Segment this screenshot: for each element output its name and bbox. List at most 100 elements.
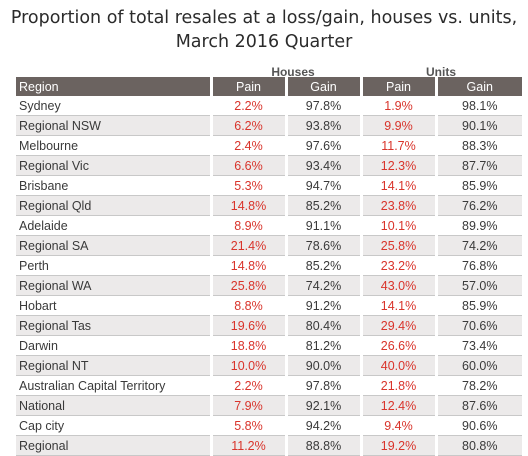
units-gain-cell: 70.6% — [436, 315, 522, 336]
table-row: Sydney 2.2% 97.8% 1.9% 98.1% — [16, 96, 522, 116]
houses-pain-cell: 6.2% — [211, 115, 288, 136]
houses-pain-cell: 18.8% — [211, 335, 288, 356]
houses-pain-cell: 6.6% — [211, 155, 288, 176]
houses-group-header: Houses — [271, 65, 315, 79]
houses-pain-cell: 10.0% — [211, 355, 288, 376]
region-cell: Brisbane — [16, 175, 213, 196]
table-row: Regional NT 10.0% 90.0% 40.0% 60.0% — [16, 355, 522, 376]
units-pain-cell: 29.4% — [361, 315, 438, 336]
units-pain-cell: 23.2% — [361, 255, 438, 276]
units-gain-cell: 76.8% — [436, 255, 522, 276]
table-row: Regional SA 21.4% 78.6% 25.8% 74.2% — [16, 235, 522, 256]
units-pain-cell: 14.1% — [361, 175, 438, 196]
region-cell: Regional WA — [16, 275, 213, 296]
table-row: Melbourne 2.4% 97.6% 11.7% 88.3% — [16, 135, 522, 156]
houses-pain-cell: 21.4% — [211, 235, 288, 256]
units-gain-cell: 98.1% — [436, 96, 522, 116]
houses-gain-cell: 81.2% — [286, 335, 363, 356]
title-line-2: March 2016 Quarter — [175, 32, 353, 52]
region-cell: Regional Qld — [16, 195, 213, 216]
units-pain-cell: 26.6% — [361, 335, 438, 356]
houses-pain-cell: 8.9% — [211, 215, 288, 236]
table-row: Regional 11.2% 88.8% 19.2% 80.8% — [16, 435, 522, 456]
table-row: Cap city 5.8% 94.2% 9.4% 90.6% — [16, 415, 522, 436]
page-title: Proportion of total resales at a loss/ga… — [0, 6, 528, 54]
houses-pain-cell: 14.8% — [211, 255, 288, 276]
units-gain-cell: 87.7% — [436, 155, 522, 176]
houses-gain-cell: 91.1% — [286, 215, 363, 236]
houses-pain-cell: 2.2% — [211, 375, 288, 396]
table-row: Adelaide 8.9% 91.1% 10.1% 89.9% — [16, 215, 522, 236]
houses-pain-cell: 14.8% — [211, 195, 288, 216]
table-row: Brisbane 5.3% 94.7% 14.1% 85.9% — [16, 175, 522, 196]
units-gain-cell: 90.1% — [436, 115, 522, 136]
column-header-units-gain: Gain — [436, 77, 522, 96]
table-row: Regional NSW 6.2% 93.8% 9.9% 90.1% — [16, 115, 522, 136]
column-header-units-pain: Pain — [361, 77, 438, 96]
title-line-1: Proportion of total resales at a loss/ga… — [10, 8, 518, 28]
units-gain-cell: 80.8% — [436, 435, 522, 456]
units-pain-cell: 23.8% — [361, 195, 438, 216]
region-cell: Sydney — [16, 96, 213, 116]
houses-gain-cell: 97.6% — [286, 135, 363, 156]
column-header-houses-pain: Pain — [211, 77, 288, 96]
table-row: Darwin 18.8% 81.2% 26.6% 73.4% — [16, 335, 522, 356]
table-header-row: Region Pain Gain Pain Gain — [16, 77, 522, 96]
table-row: Perth 14.8% 85.2% 23.2% 76.8% — [16, 255, 522, 276]
units-pain-cell: 11.7% — [361, 135, 438, 156]
units-gain-cell: 74.2% — [436, 235, 522, 256]
houses-pain-cell: 5.8% — [211, 415, 288, 436]
region-cell: Regional NSW — [16, 115, 213, 136]
region-cell: Regional NT — [16, 355, 213, 376]
units-pain-cell: 14.1% — [361, 295, 438, 316]
table-row: Regional WA 25.8% 74.2% 43.0% 57.0% — [16, 275, 522, 296]
houses-gain-cell: 94.2% — [286, 415, 363, 436]
region-cell: Regional Tas — [16, 315, 213, 336]
units-pain-cell: 10.1% — [361, 215, 438, 236]
units-pain-cell: 1.9% — [361, 96, 438, 116]
houses-gain-cell: 91.2% — [286, 295, 363, 316]
table-row: Regional Tas 19.6% 80.4% 29.4% 70.6% — [16, 315, 522, 336]
region-cell: Perth — [16, 255, 213, 276]
houses-gain-cell: 85.2% — [286, 255, 363, 276]
houses-gain-cell: 85.2% — [286, 195, 363, 216]
units-pain-cell: 9.4% — [361, 415, 438, 436]
table-body: Sydney 2.2% 97.8% 1.9% 98.1% Regional NSW 6.2%… — [16, 96, 522, 456]
units-pain-cell: 25.8% — [361, 235, 438, 256]
resales-table: Region Pain Gain Pain Gain Sydney 2.2% 97.… — [16, 77, 522, 456]
units-gain-cell: 89.9% — [436, 215, 522, 236]
table-row: National 7.9% 92.1% 12.4% 87.6% — [16, 395, 522, 416]
houses-pain-cell: 2.4% — [211, 135, 288, 156]
region-cell: Darwin — [16, 335, 213, 356]
table-row: Australian Capital Territory 2.2% 97.8% 21.… — [16, 375, 522, 396]
houses-pain-cell: 7.9% — [211, 395, 288, 416]
units-pain-cell: 12.4% — [361, 395, 438, 416]
region-cell: Australian Capital Territory — [16, 375, 213, 396]
units-pain-cell: 12.3% — [361, 155, 438, 176]
units-pain-cell: 40.0% — [361, 355, 438, 376]
table-row: Regional Qld 14.8% 85.2% 23.8% 76.2% — [16, 195, 522, 216]
units-pain-cell: 9.9% — [361, 115, 438, 136]
houses-gain-cell: 93.4% — [286, 155, 363, 176]
houses-gain-cell: 97.8% — [286, 375, 363, 396]
units-group-header: Units — [426, 65, 456, 79]
houses-pain-cell: 11.2% — [211, 435, 288, 456]
units-gain-cell: 78.2% — [436, 375, 522, 396]
region-cell: Regional SA — [16, 235, 213, 256]
houses-pain-cell: 2.2% — [211, 96, 288, 116]
units-gain-cell: 90.6% — [436, 415, 522, 436]
units-pain-cell: 19.2% — [361, 435, 438, 456]
units-pain-cell: 21.8% — [361, 375, 438, 396]
houses-pain-cell: 19.6% — [211, 315, 288, 336]
units-pain-cell: 43.0% — [361, 275, 438, 296]
houses-gain-cell: 92.1% — [286, 395, 363, 416]
region-cell: Regional — [16, 435, 213, 456]
region-cell: National — [16, 395, 213, 416]
units-gain-cell: 60.0% — [436, 355, 522, 376]
units-gain-cell: 57.0% — [436, 275, 522, 296]
units-gain-cell: 76.2% — [436, 195, 522, 216]
region-cell: Melbourne — [16, 135, 213, 156]
table-row: Regional Vic 6.6% 93.4% 12.3% 87.7% — [16, 155, 522, 176]
units-gain-cell: 88.3% — [436, 135, 522, 156]
region-cell: Adelaide — [16, 215, 213, 236]
